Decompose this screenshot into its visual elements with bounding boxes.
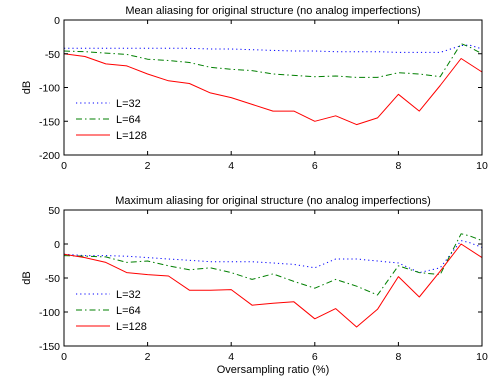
x-tick-label: 2 <box>145 160 151 172</box>
y-tick-label: 0 <box>54 239 60 251</box>
x-tick-label: 2 <box>145 351 151 363</box>
series-line-l32 <box>64 44 483 53</box>
chart-title: Maximum aliasing for original structure … <box>115 195 430 207</box>
y-tick-label: -50 <box>45 273 60 285</box>
x-tick-label: 0 <box>61 351 67 363</box>
series-line-l128 <box>63 243 483 328</box>
series-line-l128 <box>63 53 483 126</box>
x-tick-label: 8 <box>395 160 401 172</box>
series-line-l64 <box>63 233 483 296</box>
x-tick-label: 4 <box>228 160 234 172</box>
legend-label: L=64 <box>116 305 141 317</box>
y-tick-label: -150 <box>39 341 60 353</box>
legend-label: L=32 <box>116 289 141 301</box>
y-tick-label: -100 <box>39 83 60 95</box>
x-tick-label: 10 <box>476 160 488 172</box>
y-tick-label: 0 <box>54 15 60 27</box>
legend-label: L=64 <box>116 114 141 126</box>
x-tick-label: 10 <box>476 351 488 363</box>
y-tick-label: 50 <box>48 205 60 217</box>
x-tick-label: 4 <box>228 351 234 363</box>
y-axis-label: dB <box>21 271 33 284</box>
series-line-l64 <box>63 43 483 78</box>
legend-label: L=128 <box>116 130 147 142</box>
y-axis-label: dB <box>21 81 33 94</box>
series-line-l32 <box>63 240 483 274</box>
x-axis-label: Oversampling ratio (%) <box>217 364 329 376</box>
x-tick-label: 8 <box>395 351 401 363</box>
y-tick-label: -100 <box>39 307 60 319</box>
y-tick-label: -50 <box>45 49 60 61</box>
y-tick-label: -150 <box>39 116 60 128</box>
x-tick-label: 6 <box>312 351 318 363</box>
chart-title: Mean aliasing for original structure (no… <box>125 5 420 17</box>
x-tick-label: 0 <box>61 160 67 172</box>
plot-panel-1 <box>63 19 483 156</box>
plot-panel-2 <box>63 209 483 347</box>
x-tick-label: 6 <box>312 160 318 172</box>
legend-label: L=128 <box>116 321 147 333</box>
y-tick-label: -200 <box>39 150 60 162</box>
legend-label: L=32 <box>116 98 141 110</box>
